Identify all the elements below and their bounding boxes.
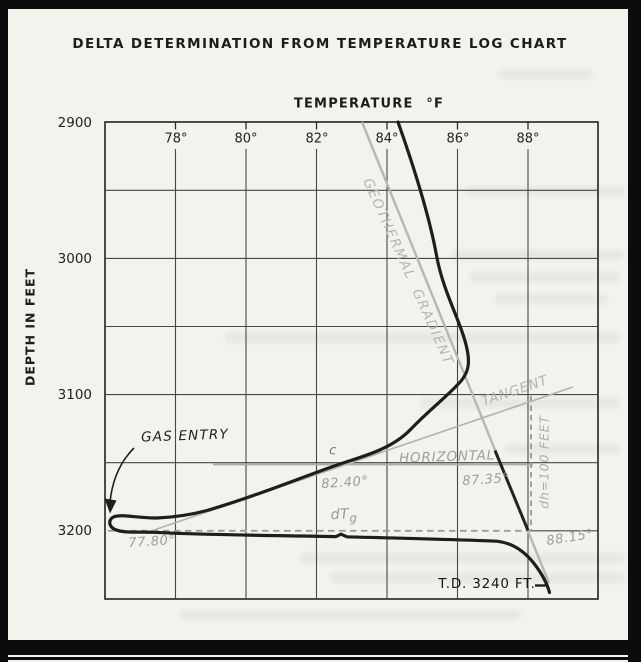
x-tick-marks [174, 122, 529, 130]
bleedthrough-artifact [420, 398, 620, 408]
x-axis-title: TEMPERATURE °F [293, 96, 445, 112]
bleedthrough-artifact [498, 70, 593, 79]
page-border-bottom [0, 640, 641, 655]
gas-entry-label: GAS ENTRY [140, 426, 230, 446]
x-tick-80: 80° [234, 131, 258, 147]
bleedthrough-artifact [465, 186, 625, 196]
vertical-gridlines [174, 149, 529, 599]
temperature-log-curve [108, 120, 552, 595]
total-depth-label: T.D. 3240 FT. [438, 576, 536, 592]
gas-entry-arrowhead [104, 498, 117, 514]
bleedthrough-artifact [180, 610, 520, 620]
bleedthrough-artifact [505, 444, 620, 454]
bleedthrough-artifact [300, 553, 625, 563]
dtg-subscript: g [349, 510, 358, 526]
x-tick-82: 82° [305, 131, 329, 147]
y-tick-2900: 2900 [57, 115, 92, 131]
bleedthrough-artifact [225, 333, 620, 343]
gradient-dtg-segment [493, 449, 530, 532]
bleedthrough-artifact [452, 250, 624, 260]
y-tick-3000: 3000 [57, 251, 92, 267]
bleedthrough-artifact [495, 294, 607, 304]
y-tick-3100: 3100 [57, 387, 92, 403]
x-tick-84: 84° [375, 131, 399, 147]
x-tick-78: 78° [164, 131, 188, 147]
x-tick-86: 86° [446, 131, 470, 147]
page-border-left [0, 0, 8, 662]
dh-100-feet-label: dh=100 FEET [536, 415, 552, 509]
tangent-point-c-label: c [329, 443, 337, 459]
bleedthrough-artifact [470, 272, 620, 282]
bleedthrough-artifact [330, 573, 625, 583]
page-title: DELTA DETERMINATION FROM TEMPERATURE LOG… [72, 36, 568, 52]
page-border-top [0, 0, 641, 9]
page-border-bottom-edge [0, 657, 641, 660]
y-axis-title: DEPTH IN FEET [22, 267, 38, 387]
y-tick-3200: 3200 [57, 523, 92, 539]
horizontal-label: HORIZONTAL [398, 447, 496, 467]
x-tick-88: 88° [516, 131, 540, 147]
plot-border [104, 121, 599, 600]
gas-entry-arrow [109, 447, 135, 503]
dtg-label: dTg [330, 506, 358, 526]
page-border-right [628, 0, 641, 662]
dtg-main-text: dT [330, 506, 350, 524]
